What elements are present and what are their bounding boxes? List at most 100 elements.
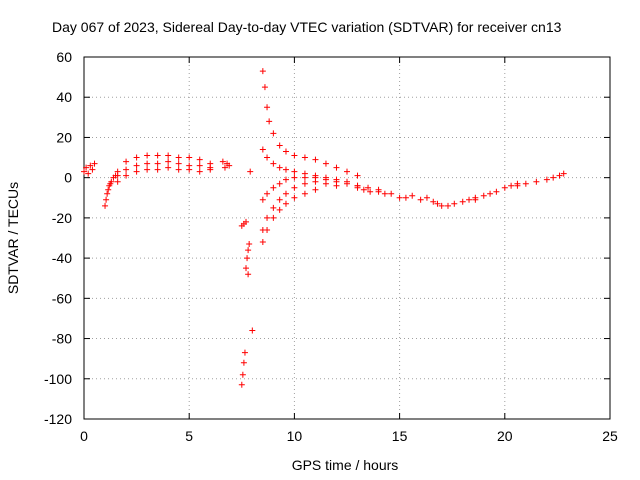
plot-frame	[83, 56, 611, 420]
data-point	[417, 196, 424, 203]
data-point	[259, 196, 266, 203]
x-tick-labels: 0 5 10 15 20 25	[80, 428, 618, 444]
x-tick-label: 20	[497, 428, 513, 444]
y-tick-label: 60	[56, 49, 72, 65]
data-point	[85, 170, 92, 177]
data-point	[264, 154, 271, 161]
data-point	[196, 162, 203, 169]
data-point	[451, 200, 458, 207]
series-rise-2	[259, 178, 340, 233]
series-valley-17h	[430, 196, 479, 209]
x-tick-label: 10	[287, 428, 303, 444]
data-point	[104, 190, 111, 197]
data-point	[207, 166, 214, 173]
data-point	[344, 168, 350, 175]
data-point	[114, 178, 121, 185]
series-rise-3	[259, 186, 319, 246]
grid	[84, 57, 610, 419]
series-band-lower	[114, 164, 214, 185]
data-point	[282, 166, 289, 173]
data-point	[312, 178, 319, 185]
data-point	[430, 198, 437, 205]
data-point	[108, 178, 115, 185]
x-axis-label: GPS time / hours	[292, 457, 399, 473]
data-point	[291, 174, 298, 181]
data-point	[87, 162, 94, 169]
data-point	[240, 359, 247, 366]
data-point	[291, 184, 298, 191]
data-point	[144, 166, 151, 173]
data-point	[333, 182, 340, 189]
data-points	[81, 68, 567, 388]
y-tick-label: -120	[44, 411, 72, 427]
data-point	[123, 172, 130, 179]
data-point	[247, 168, 254, 175]
data-point	[438, 202, 445, 209]
data-point	[154, 160, 161, 167]
data-point	[245, 247, 252, 254]
data-point	[282, 200, 289, 207]
data-point	[123, 158, 130, 165]
data-point	[270, 214, 277, 221]
x-tick-label: 0	[80, 428, 88, 444]
data-point	[83, 164, 90, 171]
data-point	[276, 196, 283, 203]
data-point	[226, 162, 233, 169]
data-point	[501, 184, 508, 191]
data-point	[434, 200, 441, 207]
data-point	[102, 202, 109, 209]
data-point	[270, 160, 277, 167]
series-decay-mid	[259, 146, 382, 193]
data-point	[472, 194, 479, 201]
data-point	[466, 196, 473, 203]
series-early-start	[81, 160, 98, 177]
data-point	[333, 164, 340, 171]
series-rise-1	[259, 174, 361, 203]
data-point	[196, 156, 203, 163]
y-tick-label: -100	[44, 371, 72, 387]
data-point	[221, 164, 228, 171]
data-point	[238, 381, 245, 388]
data-point	[312, 156, 319, 163]
data-point	[312, 186, 319, 193]
data-point	[480, 192, 487, 199]
data-point	[560, 170, 567, 177]
data-point	[444, 202, 451, 209]
data-point	[556, 172, 563, 179]
y-axis-label: SDTVAR / TECUs	[5, 182, 21, 294]
data-point	[186, 154, 193, 161]
data-point	[301, 174, 308, 181]
chart-title: Day 067 of 2023, Sidereal Day-to-day VTE…	[52, 19, 562, 35]
data-point	[344, 180, 350, 187]
series-band-mid	[114, 158, 214, 179]
data-point	[114, 172, 121, 179]
data-point	[423, 194, 430, 201]
data-point	[219, 158, 226, 165]
data-point	[365, 184, 372, 191]
data-point	[264, 226, 271, 233]
data-point	[270, 204, 277, 211]
data-point	[360, 186, 367, 193]
data-point	[133, 162, 140, 169]
data-point	[402, 194, 409, 201]
series-tail-15h	[396, 192, 430, 203]
data-point	[388, 190, 395, 197]
data-point	[291, 194, 298, 201]
data-point	[175, 154, 182, 161]
x-tick-label: 15	[392, 428, 408, 444]
axis-ticks	[83, 56, 611, 420]
data-point	[291, 168, 298, 175]
series-converge-14h	[354, 184, 395, 197]
data-point	[196, 168, 203, 175]
y-tick-label: 40	[56, 89, 72, 105]
data-point	[249, 327, 256, 334]
data-point	[186, 166, 193, 173]
data-point	[459, 198, 466, 205]
data-point	[89, 166, 96, 173]
data-point	[301, 154, 308, 161]
data-point	[243, 265, 250, 272]
data-point	[301, 190, 308, 197]
data-point	[533, 178, 540, 185]
data-point	[246, 241, 253, 248]
